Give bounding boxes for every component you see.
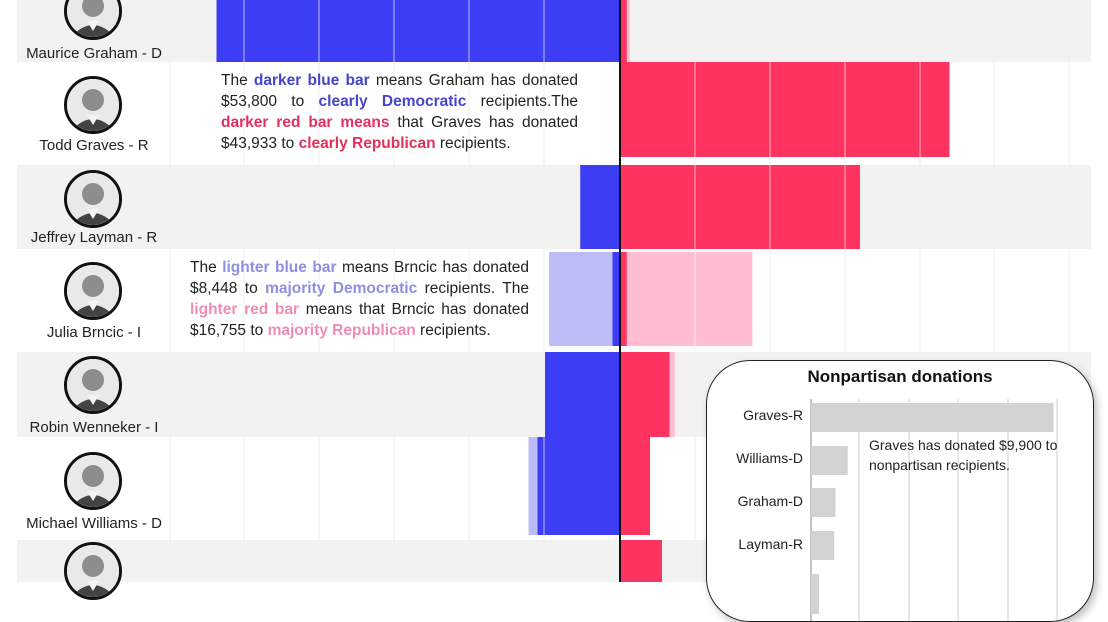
note-text: recipients. The <box>417 280 530 297</box>
note-text: means Graham has donated $53,800 to <box>221 72 578 110</box>
bar-majority-republican <box>620 252 753 346</box>
note-key-majority-democratic: majority Democratic <box>265 280 418 297</box>
inset-bar <box>811 488 836 517</box>
note-text: The <box>190 259 223 276</box>
candidate-name: Michael Williams - D <box>26 515 162 532</box>
avatar-jeffrey-layman <box>64 170 122 228</box>
brncic-annotation: The lighter blue bar means Brncic has do… <box>190 257 529 341</box>
bar-clearly-republican <box>620 352 670 437</box>
bar-clearly-democratic <box>537 437 620 535</box>
inset-category-label: Williams-D <box>736 450 803 466</box>
inset-category-label: Layman-R <box>738 536 803 552</box>
note-key-clearly-democratic: clearly Democratic <box>318 93 467 110</box>
note-text: recipients. <box>415 322 491 339</box>
bar-clearly-democratic <box>545 352 620 437</box>
note-text: The <box>221 72 254 89</box>
note-text: recipients. <box>435 135 511 152</box>
avatar-todd-graves <box>64 76 122 134</box>
bar-clearly-democratic <box>216 0 620 62</box>
avatar-michael-williams <box>64 452 122 510</box>
inset-bar <box>811 446 848 475</box>
bar-clearly-republican <box>620 437 650 535</box>
avatar-robin-wenneker <box>64 356 122 414</box>
inset-annotation: Graves has donated $9,900 to nonpartisan… <box>869 437 1058 473</box>
inset-bar <box>811 403 1054 432</box>
bar-clearly-republican <box>620 252 627 346</box>
bar-clearly-republican <box>620 62 950 157</box>
note-text: that Graves has donated $43,933 to <box>221 114 578 152</box>
bar-partial-row <box>620 540 662 582</box>
note-key-clearly-republican: clearly Republican <box>298 135 436 152</box>
inset-category-label: Graham-D <box>737 493 803 509</box>
inset-category-label: Graves-R <box>743 407 803 423</box>
note-text: means Brncic has donated $8,448 to <box>190 259 529 297</box>
note-key-darker-blue: darker blue bar <box>253 72 370 89</box>
inset-bar-partial <box>811 574 819 614</box>
inset-bar <box>811 531 835 560</box>
row-band <box>17 165 1091 249</box>
nonpartisan-inset: Nonpartisan donations Graves-R Williams-… <box>706 360 1094 622</box>
bar-clearly-democratic <box>612 252 620 346</box>
nonpartisan-bar-chart <box>810 399 1058 621</box>
candidate-name: Jeffrey Layman - R <box>30 229 158 246</box>
inset-title: Nonpartisan donations <box>807 367 993 386</box>
note-key-lighter-red: lighter red bar <box>190 301 300 318</box>
note-text: means that Brncic has donated $16,755 to <box>190 301 529 339</box>
bar-clearly-republican <box>620 0 627 62</box>
bar-majority-democratic <box>549 252 620 346</box>
note-key-lighter-blue: lighter blue bar <box>222 259 337 276</box>
note-key-darker-red: darker red bar means <box>221 114 390 131</box>
candidate-name: Robin Wenneker - I <box>29 419 159 436</box>
avatar-partial-candidate <box>64 542 122 600</box>
avatar-julia-brncic <box>64 262 122 320</box>
bar-clearly-republican <box>620 165 860 249</box>
note-text: recipients.The <box>466 93 578 110</box>
candidate-name: Julia Brncic - I <box>46 324 142 341</box>
candidate-name: Todd Graves - R <box>39 137 149 154</box>
avatar-maurice-graham <box>64 0 122 40</box>
bar-clearly-democratic <box>580 165 620 249</box>
graham-annotation: The darker blue bar means Graham has don… <box>221 70 578 154</box>
note-key-majority-republican: majority Republican <box>267 322 416 339</box>
candidate-name: Maurice Graham - D <box>26 45 162 62</box>
